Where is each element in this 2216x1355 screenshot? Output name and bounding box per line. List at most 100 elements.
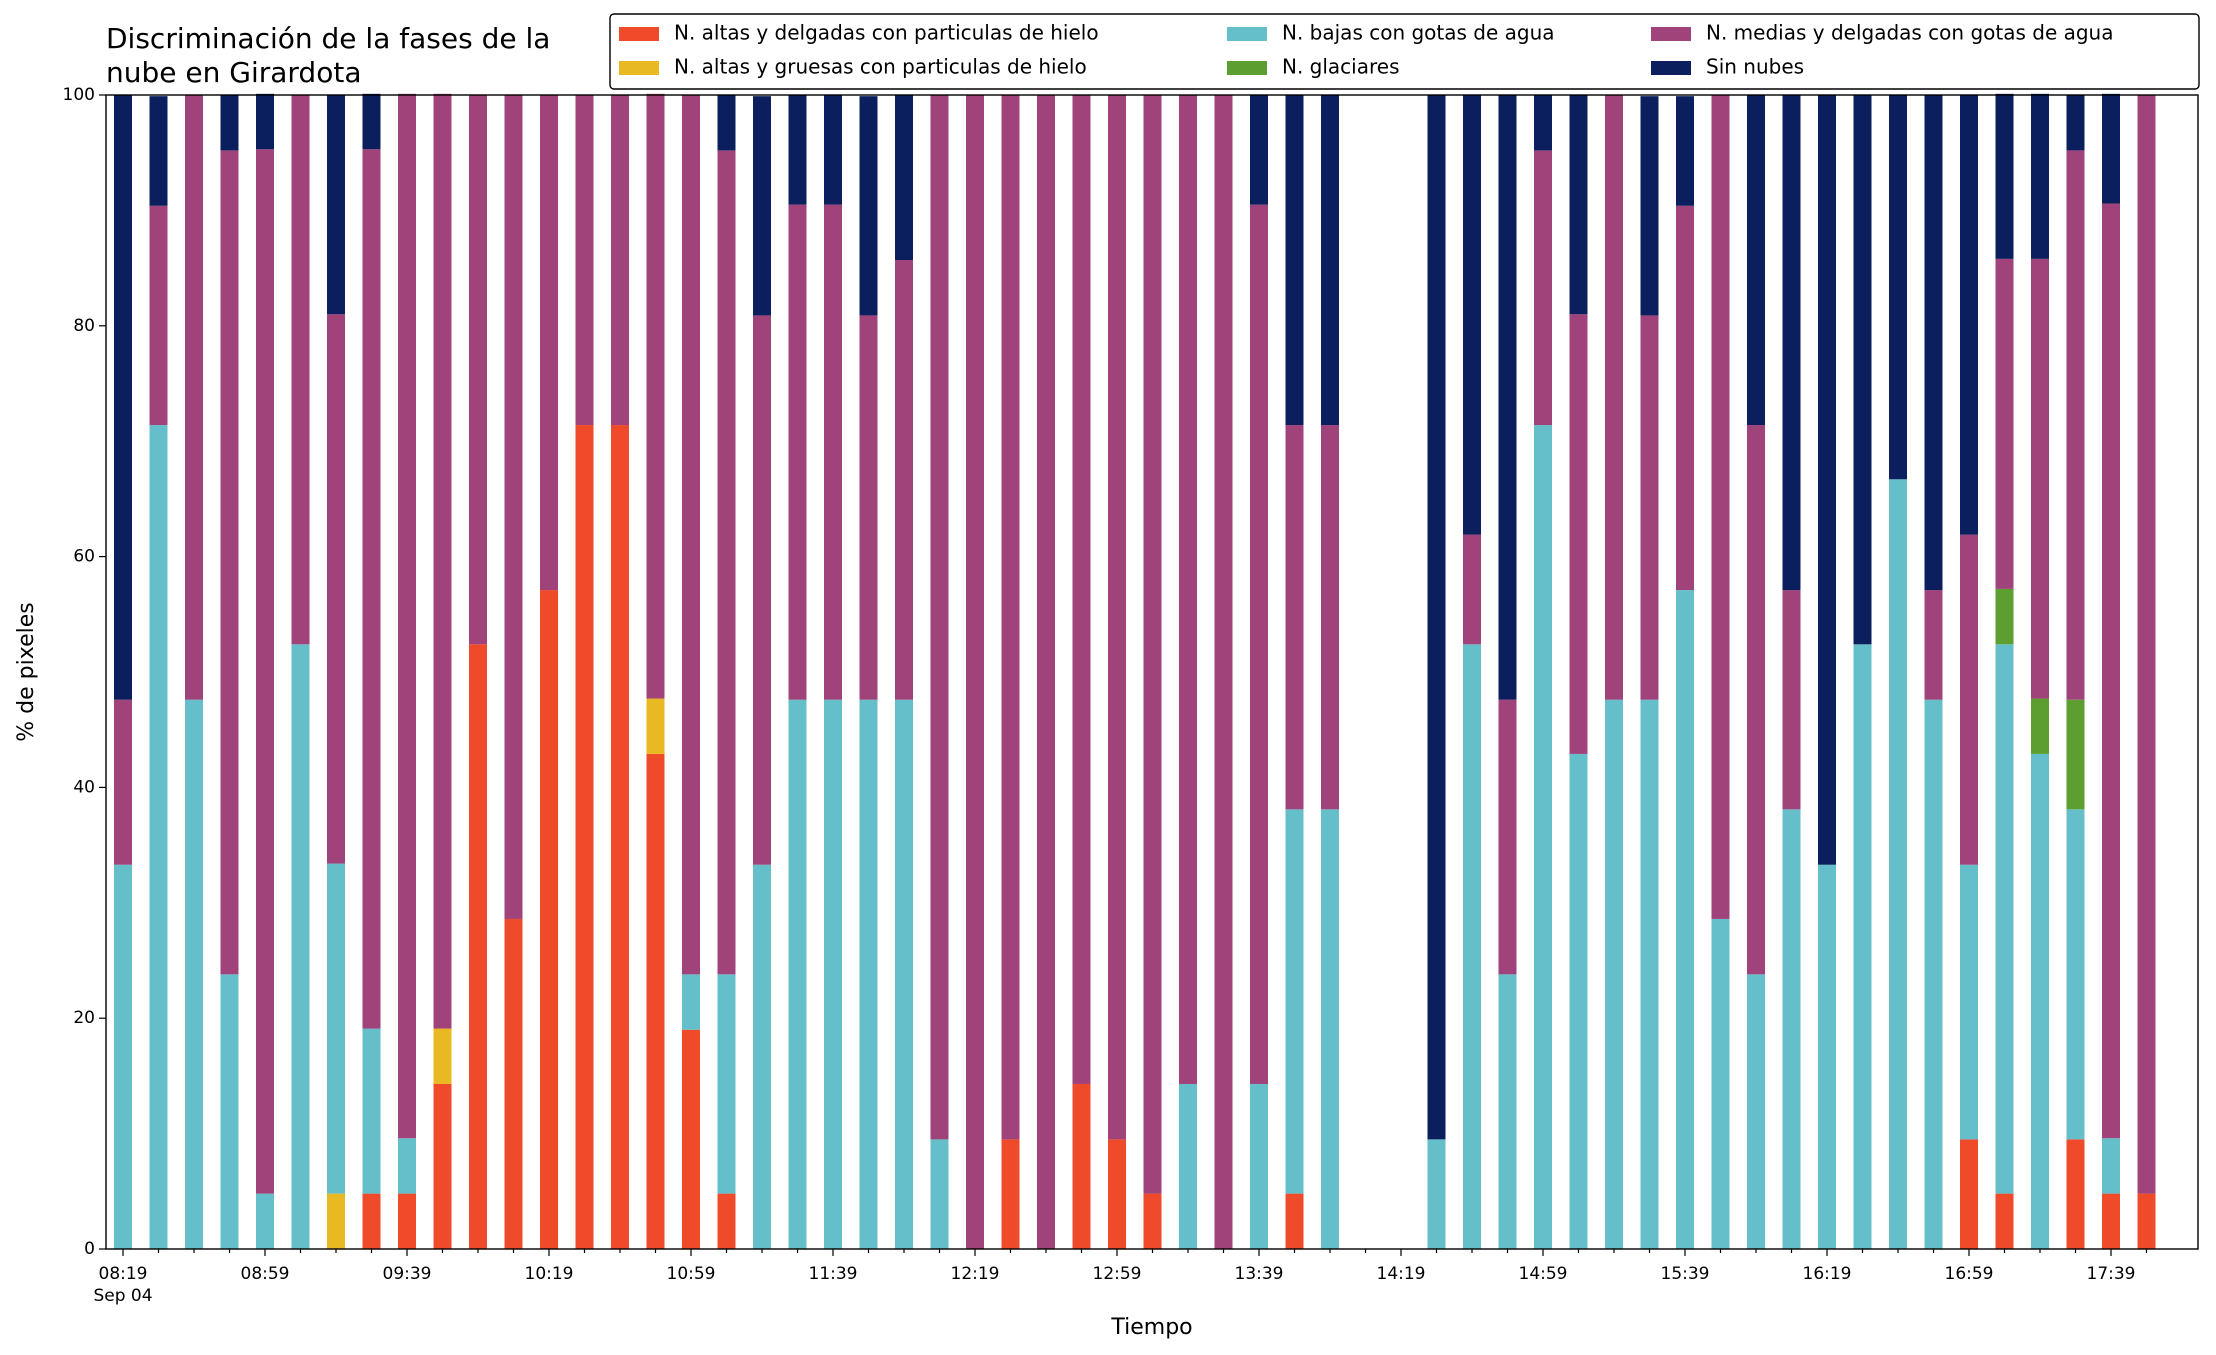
bar-segment: [1250, 95, 1268, 205]
bar-segment: [327, 863, 345, 1194]
bar-segment: [682, 95, 700, 975]
bar-segment: [1818, 95, 1836, 865]
bar-segment: [1605, 95, 1623, 700]
bar-segment: [1711, 918, 1730, 1249]
bar-segment: [1072, 95, 1091, 1084]
bar-segment: [1001, 1139, 1020, 1249]
bar-segment: [540, 95, 558, 591]
bar-segment: [824, 699, 842, 1249]
bar-segment: [114, 95, 132, 700]
bar-segment: [575, 425, 594, 1249]
bar-segment: [717, 95, 736, 151]
bar-segment: [1782, 95, 1801, 591]
bar-segment: [433, 1028, 452, 1084]
bar-segment: [220, 150, 239, 975]
bar-segment: [256, 93, 274, 150]
bar-segment: [1498, 974, 1517, 1249]
bar-segment: [1818, 864, 1836, 1249]
bar-segment: [930, 95, 949, 1140]
bar-segment: [1108, 95, 1126, 1140]
bar-segment: [398, 1138, 416, 1194]
bar-segment: [1285, 95, 1304, 426]
bar-segment: [1463, 95, 1481, 535]
legend-swatch: [1651, 27, 1691, 41]
x-tick-label: 12:59: [1093, 1264, 1142, 1284]
bar-segment: [114, 699, 132, 865]
y-tick-label: 20: [73, 1008, 95, 1028]
legend-swatch: [619, 61, 659, 75]
bar-segment: [1037, 95, 1055, 1249]
bar-segment: [1960, 1139, 1978, 1249]
bar-segment: [611, 95, 629, 426]
bar-segment: [1995, 644, 2014, 1194]
y-tick-label: 80: [73, 316, 95, 336]
bar-segment: [1072, 1083, 1091, 1249]
bar-segment: [1250, 1083, 1268, 1249]
bar-segment: [1889, 479, 1907, 1250]
bar-segment: [2066, 809, 2085, 1140]
legend-label: N. altas y delgadas con particulas de hi…: [674, 21, 1099, 45]
bar-segment: [1747, 95, 1765, 426]
bar-segment: [2031, 258, 2049, 699]
x-tick-label: 08:59: [241, 1264, 290, 1284]
bar-segment: [1534, 150, 1552, 426]
bar-segment: [1960, 534, 1978, 865]
bar-segment: [149, 205, 168, 426]
chart-title: nube en Girardota: [106, 56, 361, 89]
bar-segment: [1640, 96, 1659, 316]
bar-segment: [1143, 95, 1162, 1194]
x-tick-label: 17:39: [2087, 1264, 2136, 1284]
bar-segment: [1321, 95, 1339, 426]
bar-segment: [753, 96, 771, 316]
bar-segment: [1676, 96, 1694, 206]
bar-segment: [1747, 425, 1765, 975]
bar-segment: [220, 974, 239, 1249]
bar-segment: [185, 699, 203, 1249]
bar-segment: [611, 425, 629, 1249]
bar-segment: [824, 95, 842, 205]
bar-segment: [2031, 698, 2049, 754]
legend-label: N. medias y delgadas con gotas de agua: [1706, 21, 2114, 45]
x-axis-label: Tiempo: [1110, 1315, 1192, 1340]
axes-frame: [105, 94, 2199, 1250]
bar-segment: [433, 93, 452, 1029]
bar-segment: [291, 644, 310, 1249]
bar-segment: [1179, 95, 1197, 1084]
bar-segment: [469, 644, 487, 1249]
bar-segment: [575, 95, 594, 426]
bar-segment: [114, 864, 132, 1249]
legend-swatch: [1227, 27, 1267, 41]
bar-segment: [788, 95, 807, 205]
bar-segment: [1534, 95, 1552, 151]
bar-segment: [220, 95, 239, 151]
bar-segment: [1995, 588, 2014, 645]
bar-segment: [895, 95, 913, 261]
bar-segment: [398, 93, 416, 1139]
bar-segment: [930, 1139, 949, 1249]
bar-segment: [256, 149, 274, 1194]
x-tick-label: 15:39: [1661, 1264, 1710, 1284]
bar-segment: [1924, 95, 1943, 591]
bar-segment: [1960, 864, 1978, 1140]
bar-segment: [1427, 95, 1446, 1140]
bar-segment: [682, 1029, 700, 1249]
bar-segment: [1995, 1193, 2014, 1249]
bar-segment: [1569, 314, 1588, 754]
bar-segment: [859, 699, 878, 1249]
bar-segment: [1214, 95, 1233, 1249]
bar-segment: [149, 96, 168, 206]
bar-segment: [1747, 974, 1765, 1249]
bar-segment: [540, 590, 558, 1249]
bar-segment: [1924, 590, 1943, 700]
legend-items: N. altas y delgadas con particulas de hi…: [619, 21, 2114, 79]
bar-segment: [1285, 1193, 1304, 1249]
bar-segment: [824, 204, 842, 700]
bar-segment: [753, 315, 771, 865]
bar-segment: [1924, 699, 1943, 1249]
bar-segment: [504, 918, 523, 1249]
x-tick-label: 16:59: [1945, 1264, 1994, 1284]
x-tick-label: 10:59: [667, 1264, 716, 1284]
bar-segment: [1995, 258, 2014, 589]
